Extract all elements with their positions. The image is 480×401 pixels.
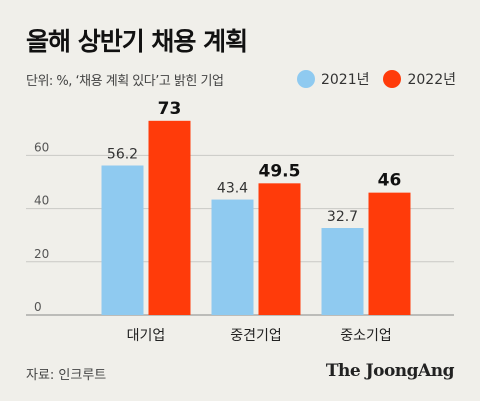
y-tick-label-0: 0: [34, 300, 42, 314]
legend-label-2021: 2021년: [320, 72, 370, 88]
legend-swatch-2022: [383, 70, 402, 88]
bar-2021-2: [321, 228, 364, 315]
data-label-2022-2: 46: [378, 171, 402, 191]
data-label-2022-1: 49.5: [259, 161, 301, 181]
y-tick-label-40: 40: [34, 194, 49, 208]
data-label-2022-0: 73: [158, 99, 182, 119]
chart-title: 올해 상반기 채용 계획: [26, 27, 248, 56]
source-note: 자료: 인크루트: [26, 368, 107, 383]
bar-2021-1: [211, 199, 254, 315]
legend-label-2022: 2022년: [407, 72, 456, 88]
data-label-2021-1: 43.4: [217, 181, 248, 197]
data-label-2021-2: 32.7: [327, 209, 358, 225]
bar-2022-2: [368, 192, 411, 315]
legend-swatch-2021: [296, 70, 315, 88]
bar-2021-0: [101, 165, 144, 315]
bar-2022-0: [148, 120, 191, 315]
unit-note: 단위: %, ‘채용 계획 있다’고 밝힌 기업: [26, 74, 224, 89]
legend: 2021년 2022년: [296, 69, 456, 89]
legend-item-2021: 2021년: [296, 69, 370, 89]
legend-item-2022: 2022년: [383, 69, 456, 89]
brand-logo: The JoongAng: [325, 361, 455, 381]
y-tick-label-20: 20: [34, 247, 49, 261]
category-label-1: 중견기업: [230, 328, 282, 344]
bar-2022-1: [258, 183, 301, 315]
data-label-2021-0: 56.2: [107, 147, 138, 163]
y-tick-label-60: 60: [34, 140, 49, 154]
category-label-2: 중소기업: [340, 328, 392, 344]
category-label-0: 대기업: [127, 328, 166, 344]
